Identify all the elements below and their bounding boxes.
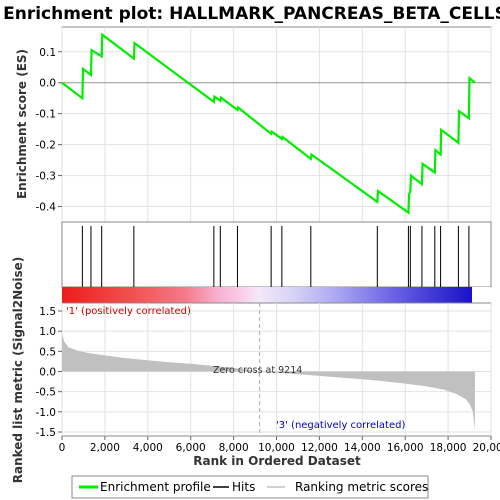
x-tick-label: 10,000: [258, 442, 295, 454]
metric-tick-label: -0.5: [36, 387, 57, 399]
hits-panel-frame: [61, 221, 492, 288]
rank-gradient: [62, 287, 472, 303]
x-tick-label: 20,000: [473, 442, 500, 454]
x-tick-label: 2,000: [90, 442, 120, 454]
zero-cross-label: Zero cross at 9214: [213, 365, 302, 376]
metric-tick-label: 0.5: [39, 346, 56, 358]
es-tick-label: 0.0: [39, 78, 56, 90]
chart-title: Enrichment plot: HALLMARK_PANCREAS_BETA_…: [3, 4, 500, 24]
legend: Enrichment profile Hits Ranking metric s…: [71, 475, 429, 499]
es-tick-label: -0.2: [36, 140, 57, 152]
legend-label-metric: Ranking metric scores: [295, 480, 428, 494]
es-tick-label: 0.1: [39, 47, 56, 59]
metric-y-ticks: 1.5 1.0 0.5 0.0 -0.5 -1.0 -1.5: [36, 306, 62, 439]
x-tick-label: 8,000: [219, 442, 249, 454]
hits-panel: [61, 221, 492, 288]
es-tick-label: -0.3: [36, 171, 57, 183]
metric-y-axis-title: Ranked list metric (Signal2Noise): [11, 257, 25, 484]
x-tick-label: 16,000: [387, 442, 424, 454]
es-tick-label: -0.1: [36, 109, 57, 121]
es-gridlines: [61, 27, 492, 222]
es-tick-label: -0.4: [36, 202, 57, 214]
legend-label-hits: Hits: [232, 480, 255, 494]
es-y-ticks: 0.1 0.0 -0.1 -0.2 -0.3 -0.4: [36, 47, 62, 214]
metric-tick-label: 0.0: [39, 367, 56, 379]
x-tick-label: 18,000: [430, 442, 467, 454]
x-tick-label: 4,000: [133, 442, 163, 454]
metric-tick-label: -1.0: [36, 407, 57, 419]
ranking-metric-area: [62, 333, 475, 430]
rank-gradient-end: [472, 287, 491, 303]
es-y-axis-title: Enrichment score (ES): [15, 49, 29, 199]
es-panel: 0.1 0.0 -0.1 -0.2 -0.3 -0.4 Enrichment score …: [15, 26, 492, 223]
x-tick-label: 14,000: [344, 442, 381, 454]
metric-panel: Zero cross at 9214 '1' (positively corre…: [11, 257, 500, 484]
legend-frame: [71, 475, 429, 499]
rank-color-bar: [62, 287, 491, 303]
hit-lines: [81, 226, 470, 287]
x-tick-label: 6,000: [176, 442, 206, 454]
legend-label-profile: Enrichment profile: [100, 480, 211, 494]
negative-correlation-label: '3' (negatively correlated): [276, 420, 405, 431]
x-axis-title: Rank in Ordered Dataset: [193, 454, 361, 468]
positive-correlation-label: '1' (positively correlated): [66, 306, 191, 317]
enrichment-profile-line: [61, 32, 476, 215]
metric-tick-label: 1.0: [39, 326, 56, 338]
metric-tick-label: -1.5: [36, 427, 57, 439]
metric-tick-label: 1.5: [39, 306, 56, 318]
x-tick-label: 12,000: [301, 442, 338, 454]
x-tick-label: 0: [59, 442, 66, 454]
metric-x-ticks: 0 2,000 4,000 6,000 8,000 10,000 12,000 14,000 1…: [59, 436, 500, 454]
